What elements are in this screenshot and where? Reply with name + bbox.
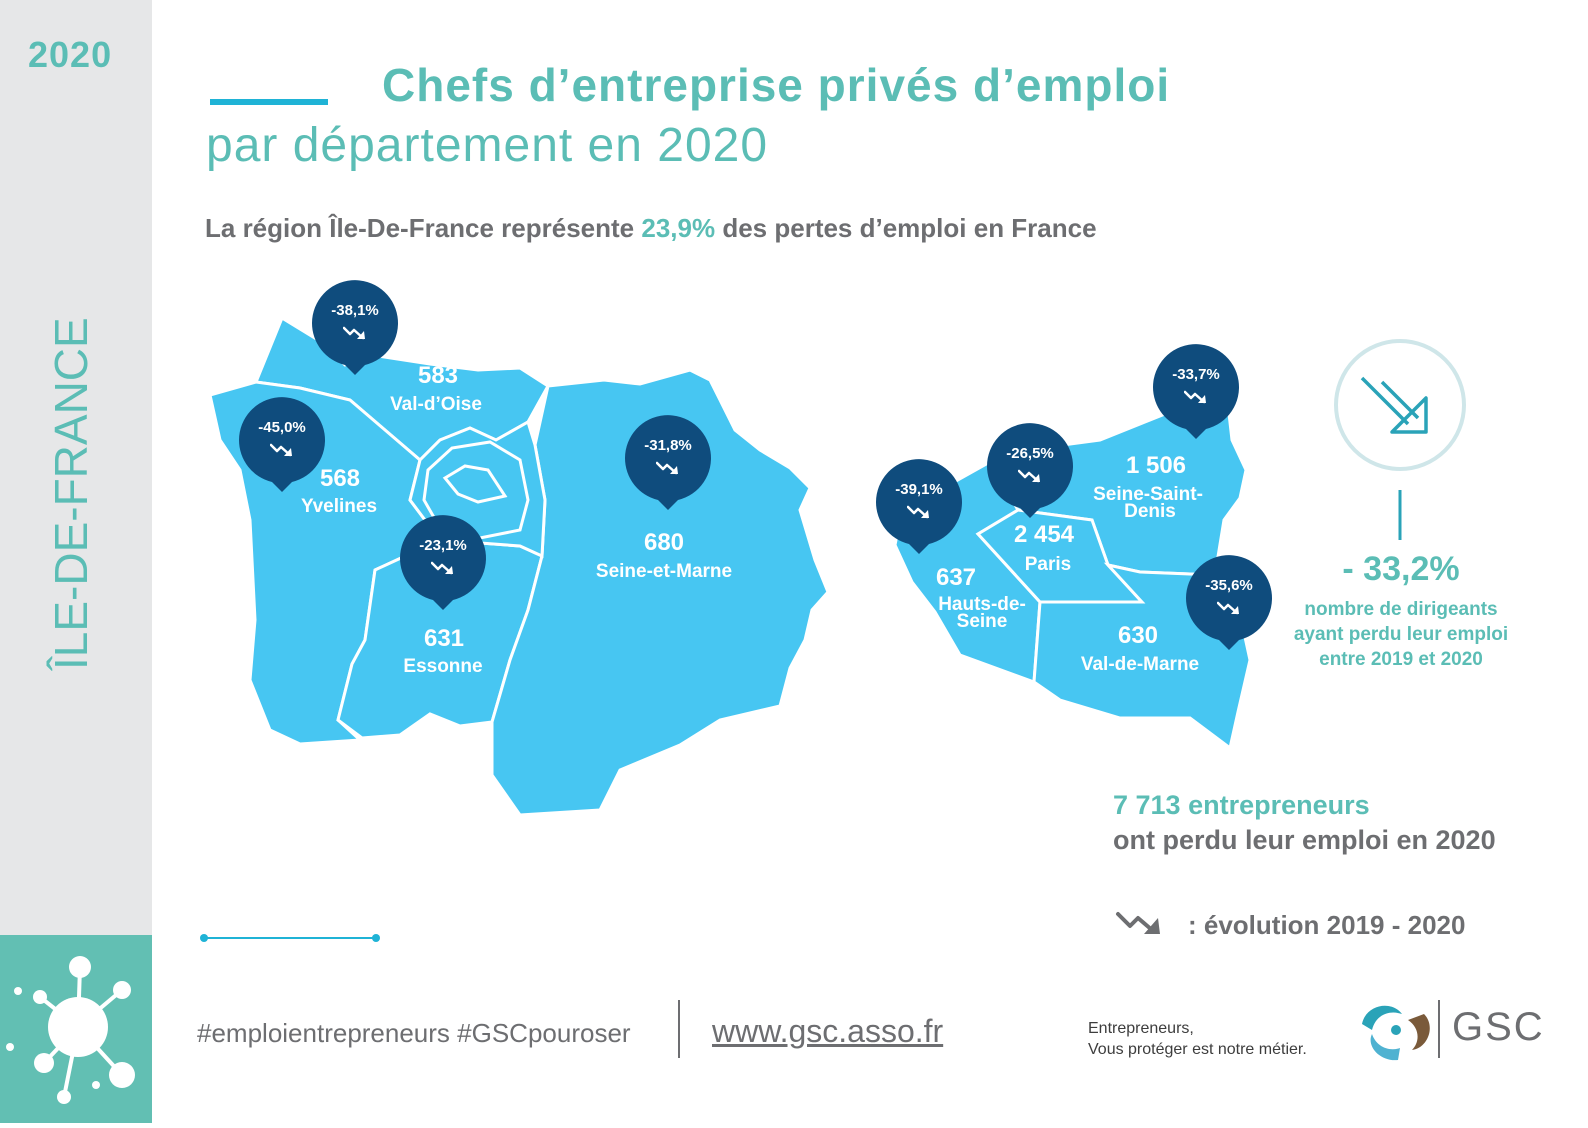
sidebar-year: 2020 (28, 34, 113, 75)
footer-divider (678, 1000, 680, 1058)
marker-val-d-oise: -38,1% (311, 280, 398, 375)
marker-essonne: -23,1% (399, 515, 486, 610)
map-petite-couronne-ring (422, 440, 530, 540)
region-share-statement: La région Île-De-France représente 23,9%… (205, 213, 1097, 244)
value-seine-saint-denis: 1 506 (1126, 452, 1186, 479)
name-paris: Paris (1025, 554, 1071, 575)
marker-val-de-marne: -35,6% (1185, 555, 1272, 650)
marker-seine-saint-denis: -33,7% (1152, 344, 1239, 439)
section-divider (200, 934, 380, 942)
value-paris: 2 454 (1014, 521, 1075, 548)
page-title: Chefs d’entreprise privés d’emploi (382, 59, 1171, 111)
change-hauts-de-seine: -39,1% (895, 481, 943, 498)
decline-badge (1334, 339, 1466, 471)
change-seine-saint-denis: -33,7% (1172, 366, 1220, 383)
name-hauts-de-seine-line1: Hauts-de- (938, 594, 1026, 615)
value-essonne: 631 (424, 625, 464, 652)
name-seine-saint-denis-line1: Seine-Saint- (1093, 484, 1203, 505)
footer-tagline: Entrepreneurs, Vous protéger est notre m… (1088, 1018, 1307, 1060)
label-seine-saint-denis: 1 506 Seine-Saint- Denis (1093, 452, 1203, 522)
page-subtitle: par département en 2020 (206, 119, 769, 172)
footer-hashtags: #emploientrepreneurs #GSCpouroser (197, 1018, 631, 1048)
region-share-value: 23,9% (641, 213, 716, 243)
brand-divider (1438, 1000, 1440, 1058)
map-seine-et-marne (490, 368, 830, 817)
name-val-de-marne: Val-de-Marne (1081, 654, 1199, 675)
title-accent-bar (210, 99, 328, 105)
region-share-after: des pertes d’emploi en France (715, 213, 1097, 243)
value-hauts-de-seine: 637 (936, 564, 976, 591)
label-essonne: 631 Essonne (403, 625, 482, 677)
tagline-line1: Entrepreneurs, (1088, 1020, 1194, 1037)
label-val-de-marne: 630 Val-de-Marne (1081, 622, 1199, 675)
brand-name: GSC (1452, 1005, 1545, 1049)
gsc-logo-icon (1362, 1005, 1430, 1061)
name-val-d-oise: Val-d’Oise (390, 394, 482, 415)
name-yvelines: Yvelines (301, 496, 377, 517)
value-val-d-oise: 583 (418, 362, 458, 389)
label-val-d-oise: 583 Val-d’Oise (390, 362, 482, 415)
value-seine-et-marne: 680 (644, 529, 684, 556)
summary-description: nombre de dirigeants ayant perdu leur em… (1293, 599, 1509, 670)
network-icon (6, 956, 135, 1104)
marker-paris: -26,5% (986, 423, 1073, 518)
change-val-d-oise: -38,1% (331, 302, 379, 319)
summary-percent: - 33,2% (1342, 550, 1460, 588)
value-yvelines: 568 (320, 465, 360, 492)
map-region-left (208, 315, 830, 817)
website-link[interactable]: www.gsc.asso.fr (712, 1013, 944, 1049)
value-val-de-marne: 630 (1118, 622, 1158, 649)
change-val-de-marne: -35,6% (1205, 577, 1253, 594)
tagline-line2: Vous protéger est notre métier. (1088, 1041, 1307, 1058)
label-hauts-de-seine: 637 Hauts-de- Seine (936, 564, 1026, 632)
label-yvelines: 568 Yvelines (301, 465, 377, 517)
trend-down-icon (1116, 912, 1160, 934)
name-hauts-de-seine-line2: Seine (957, 611, 1008, 632)
arrow-down-right-icon (1360, 376, 1428, 434)
name-essonne: Essonne (403, 656, 482, 677)
network-logo (0, 935, 152, 1123)
total-entrepreneurs: 7 713 entrepreneurs (1113, 790, 1370, 820)
label-paris: 2 454 Paris (1014, 521, 1075, 575)
map-paris-small (442, 464, 508, 504)
change-essonne: -23,1% (419, 537, 467, 554)
region-share-before: La région Île-De-France représente (205, 213, 642, 243)
name-seine-et-marne: Seine-et-Marne (596, 561, 732, 582)
change-seine-et-marne: -31,8% (644, 437, 692, 454)
marker-yvelines: -45,0% (238, 397, 325, 492)
change-paris: -26,5% (1006, 445, 1054, 462)
legend-label: : évolution 2019 - 2020 (1188, 910, 1466, 940)
marker-hauts-de-seine: -39,1% (875, 459, 962, 554)
marker-seine-et-marne: -31,8% (624, 415, 711, 510)
name-seine-saint-denis-line2: Denis (1124, 501, 1176, 522)
total-description: ont perdu leur emploi en 2020 (1113, 825, 1496, 855)
change-yvelines: -45,0% (258, 419, 306, 436)
label-seine-et-marne: 680 Seine-et-Marne (596, 529, 732, 582)
